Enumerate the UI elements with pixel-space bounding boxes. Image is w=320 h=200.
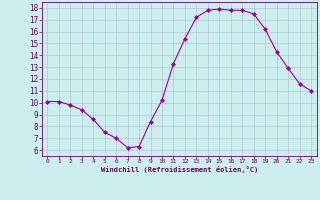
X-axis label: Windchill (Refroidissement éolien,°C): Windchill (Refroidissement éolien,°C) <box>100 166 258 173</box>
